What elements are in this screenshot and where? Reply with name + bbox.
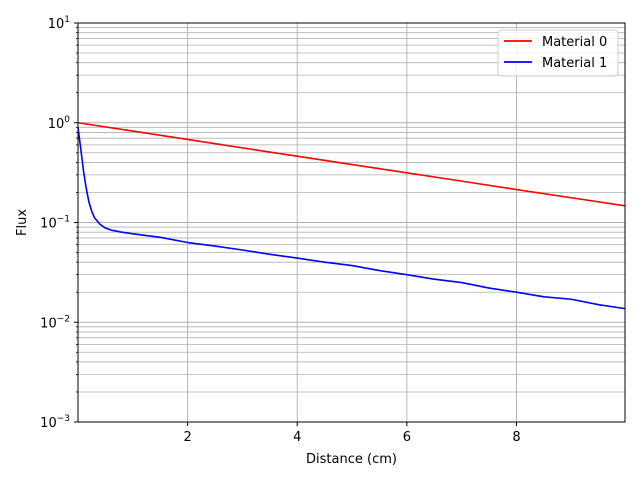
y-tick-label: 101 <box>48 15 70 32</box>
legend: Material 0 Material 1 <box>497 29 619 77</box>
x-tick-label: 4 <box>293 430 301 445</box>
x-tick-label: 8 <box>512 430 520 445</box>
series-lines <box>77 121 626 310</box>
legend-label: Material 1 <box>542 56 607 71</box>
y-tick-label: 100 <box>48 115 71 132</box>
x-tick-label: 6 <box>403 430 411 445</box>
series-line-material-1 <box>77 127 626 310</box>
y-tick-label: 10−2 <box>40 314 70 331</box>
series-line-material-0 <box>77 121 626 207</box>
legend-label: Material 0 <box>542 35 607 50</box>
y-tick-label: 10−3 <box>40 414 70 431</box>
x-tick-label: 2 <box>183 430 191 445</box>
axis-ticks: 2 4 6 8 10−3 10−2 10−1 100 101 <box>40 15 520 445</box>
y-tick-label: 10−1 <box>40 215 70 232</box>
x-axis-label: Distance (cm) <box>306 452 397 467</box>
y-axis-label: Flux <box>15 209 30 236</box>
